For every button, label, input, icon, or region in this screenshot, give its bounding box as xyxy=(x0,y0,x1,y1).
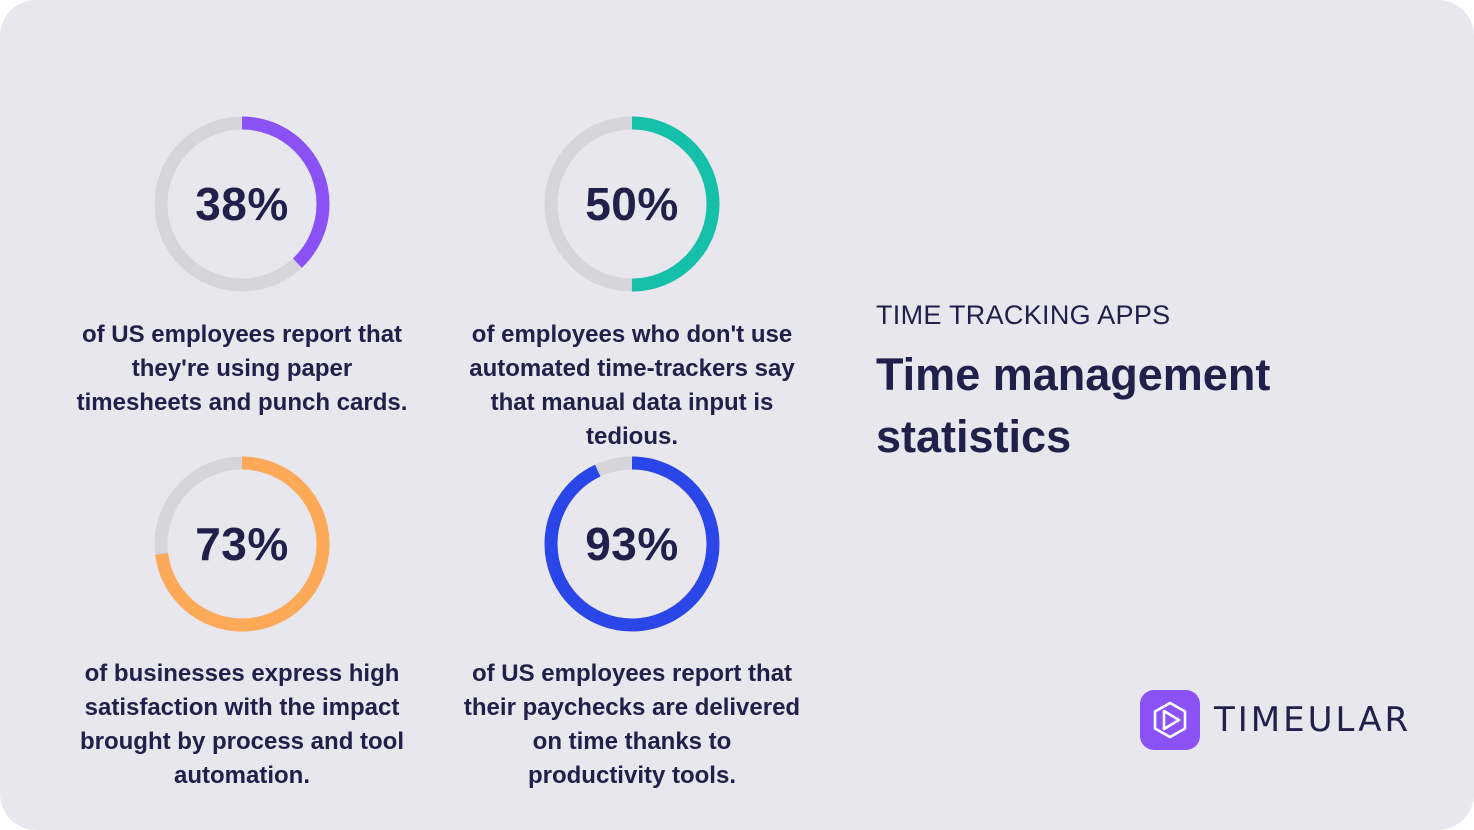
brand-logo: TIMEULAR xyxy=(1140,690,1411,750)
donut-svg xyxy=(544,116,720,292)
stat-description: of businesses express high satisfaction … xyxy=(79,660,404,789)
donut-svg xyxy=(154,116,330,292)
play-hexagon-icon xyxy=(1140,690,1200,750)
stat-description: of US employees report that they're usin… xyxy=(76,321,408,416)
stat-description: of employees who don't use automated tim… xyxy=(469,321,795,450)
percent-value: 73% xyxy=(195,518,289,570)
percent-value: 38% xyxy=(195,178,289,230)
stat-description: of US employees report that their payche… xyxy=(463,660,801,789)
donut-svg xyxy=(544,456,720,632)
donut-chart: 38% xyxy=(152,114,332,294)
percent-value: 93% xyxy=(585,518,679,570)
donut-svg xyxy=(154,456,330,632)
section-eyebrow: TIME TRACKING APPS xyxy=(876,300,1171,330)
donut-arc xyxy=(154,456,330,632)
brand-wordmark: TIMEULAR xyxy=(1214,700,1412,740)
donut-chart: 50% xyxy=(542,114,722,294)
donut-arc xyxy=(544,116,720,292)
percent-value: 50% xyxy=(585,178,679,230)
donut-arc xyxy=(544,456,720,632)
page-title: Time management statistics xyxy=(876,349,1271,462)
donut-chart: 93% xyxy=(542,454,722,634)
donut-chart: 73% xyxy=(152,454,332,634)
donut-arc xyxy=(154,116,330,292)
